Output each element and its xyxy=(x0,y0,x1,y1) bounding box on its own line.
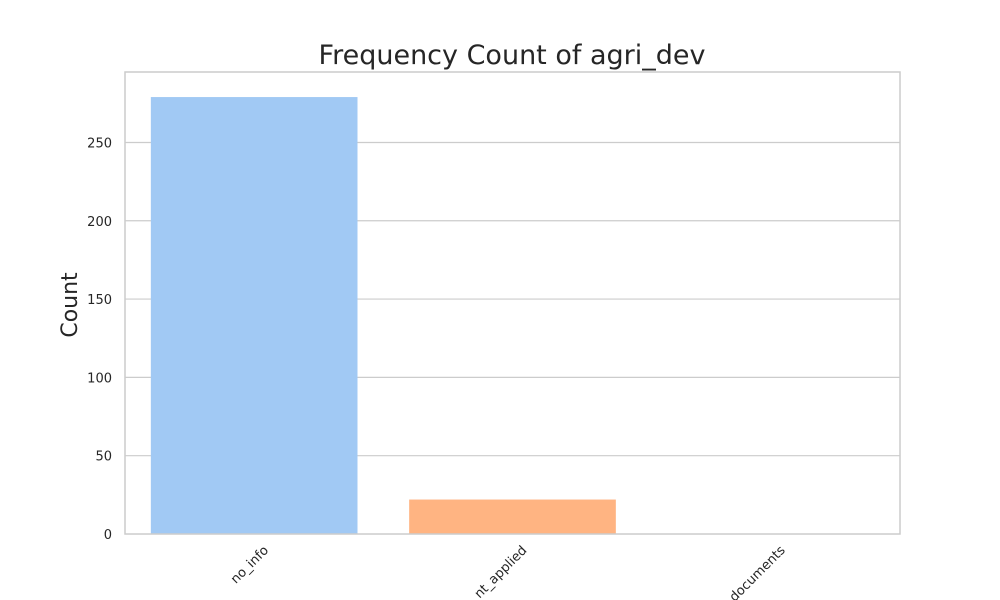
y-tick-label: 150 xyxy=(87,293,112,308)
x-tick-label: no_info xyxy=(228,543,272,587)
bar-not_applied xyxy=(409,499,616,534)
y-tick-label: 100 xyxy=(87,371,112,386)
y-axis-title: Count xyxy=(58,272,83,338)
y-tick-label: 50 xyxy=(95,450,112,465)
y-tick-label: 0 xyxy=(104,528,112,543)
y-tick-label: 250 xyxy=(87,136,112,151)
plot-frame xyxy=(124,71,901,535)
x-tick-labels: no_info nt_applied documents xyxy=(228,543,789,600)
y-tick-label: 200 xyxy=(87,215,112,230)
y-tick-labels: 0 50 100 150 200 250 xyxy=(87,136,112,543)
bar-no_info xyxy=(150,97,358,535)
bars xyxy=(150,97,616,535)
x-tick-label: nt_applied xyxy=(472,543,531,600)
x-tick-label: documents xyxy=(727,543,789,600)
chart-title: Frequency Count of agri_dev xyxy=(319,40,706,71)
